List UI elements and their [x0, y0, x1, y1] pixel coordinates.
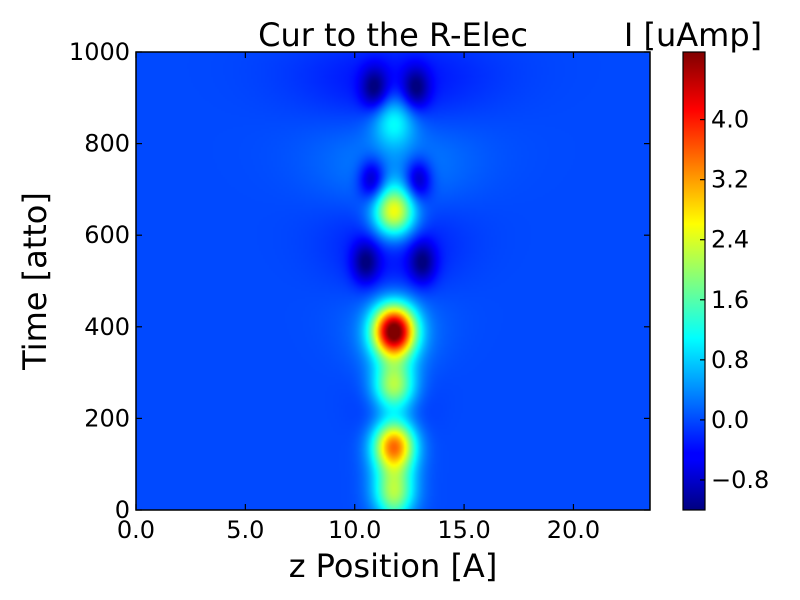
- y-tick-label: 400: [84, 313, 130, 341]
- x-tick-label: 10.0: [328, 516, 381, 544]
- colorbar-label: I [uAmp]: [624, 16, 762, 54]
- x-tick-label: 20.0: [547, 516, 600, 544]
- colorbar-tick-label: 2.4: [711, 226, 749, 254]
- colorbar-ticks: −0.8 0.0 0.8 1.6 2.4 3.2 4.0: [700, 106, 769, 494]
- chart-title: Cur to the R-Elec: [258, 16, 528, 54]
- y-axis-ticks: 0 200 400 600 800 1000: [69, 38, 650, 524]
- y-tick-label: 200: [84, 404, 130, 432]
- plot-area: [135, 51, 651, 511]
- colorbar: −0.8 0.0 0.8 1.6 2.4 3.2 4.0 I [uAmp]: [624, 16, 769, 511]
- colorbar-tick-label: 0.0: [711, 406, 749, 434]
- plot-frame: [135, 51, 651, 511]
- y-tick-label: 1000: [69, 38, 130, 66]
- colorbar-tick-label: −0.8: [711, 466, 769, 494]
- colorbar-tick-label: 4.0: [711, 106, 749, 134]
- y-tick-label: 600: [84, 221, 130, 249]
- y-tick-label: 0: [115, 496, 130, 524]
- x-axis-label: z Position [A]: [289, 547, 498, 585]
- heatmap-image: [136, 52, 650, 510]
- colorbar-tick-label: 0.8: [711, 346, 749, 374]
- colorbar-tick-label: 3.2: [711, 166, 749, 194]
- colorbar-gradient: [682, 51, 706, 511]
- x-tick-label: 0.0: [117, 516, 155, 544]
- y-axis-label: Time [atto]: [16, 192, 54, 371]
- x-tick-label: 5.0: [226, 516, 264, 544]
- colorbar-tick-label: 1.6: [711, 286, 749, 314]
- x-axis-ticks: 0.0 5.0 10.0 15.0 20.0: [117, 52, 600, 544]
- y-tick-label: 800: [84, 130, 130, 158]
- x-tick-label: 15.0: [437, 516, 490, 544]
